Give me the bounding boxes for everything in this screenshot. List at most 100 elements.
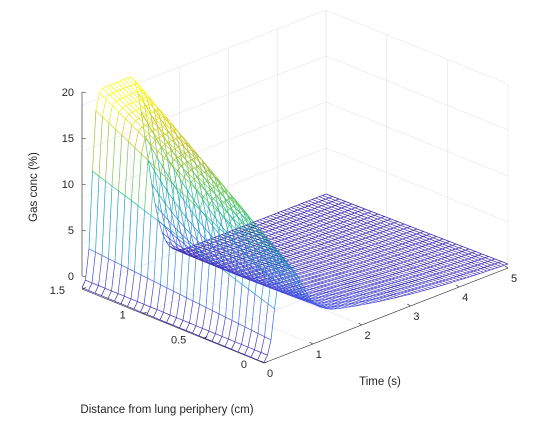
mesh-line-distance	[134, 302, 138, 310]
mesh-line-time	[360, 263, 367, 265]
mesh-line-time	[324, 282, 331, 284]
mesh-line-distance	[379, 242, 382, 243]
mesh-line-time	[428, 285, 435, 287]
mesh-line-distance	[432, 247, 436, 248]
mesh-line-time	[219, 314, 226, 317]
mesh-line-distance	[309, 229, 313, 230]
mesh-line-time	[182, 136, 189, 143]
mesh-line-distance	[165, 133, 169, 135]
mesh-line-distance	[96, 93, 100, 111]
mesh-line-distance	[82, 280, 86, 288]
mesh-line-time	[278, 242, 285, 244]
mesh-line-distance	[206, 260, 210, 308]
mesh-line-distance	[299, 233, 303, 234]
mesh-line-time	[193, 301, 200, 304]
mesh-line-distance	[365, 242, 369, 243]
mesh-line-distance	[183, 298, 187, 321]
mesh-line-time	[342, 242, 349, 244]
mesh-line-time	[350, 290, 357, 292]
mesh-line-time	[424, 265, 431, 267]
mesh-line-time	[325, 204, 332, 207]
mesh-line-distance	[284, 209, 288, 210]
mesh-line-time	[399, 272, 406, 274]
mesh-line-time	[358, 281, 365, 283]
mesh-line-time	[449, 251, 456, 254]
mesh-line-distance	[296, 229, 299, 230]
mesh-line-time	[357, 260, 364, 262]
mesh-line-distance	[311, 208, 315, 209]
mesh-line-time	[276, 228, 283, 230]
mesh-line-time	[396, 237, 403, 240]
mesh-line-time	[297, 215, 304, 217]
mesh-line-time	[419, 248, 426, 251]
mesh-line-time	[335, 211, 342, 213]
mesh-line-time	[416, 276, 423, 278]
mesh-line-time	[426, 245, 433, 248]
mesh-line-time	[281, 212, 288, 214]
mesh-line-time	[400, 235, 407, 237]
mesh-line-time	[311, 278, 318, 280]
mesh-line-time	[488, 261, 495, 264]
mesh-line-time	[301, 247, 308, 249]
mesh-line-time	[317, 288, 324, 290]
mesh-line-time	[382, 273, 389, 275]
mesh-line-time	[299, 265, 306, 267]
mesh-line-time	[449, 247, 456, 250]
mesh-line-time	[228, 232, 235, 234]
mesh-line-distance	[117, 81, 120, 82]
mesh-line-distance	[312, 198, 315, 199]
mesh-line-distance	[426, 239, 430, 240]
mesh-line-time	[341, 251, 348, 253]
mesh-line-distance	[151, 166, 154, 215]
mesh-line-distance	[430, 238, 434, 239]
mesh-line-time	[119, 191, 126, 196]
mesh-line-distance	[467, 267, 471, 268]
mesh-line-time	[138, 132, 145, 139]
mesh-line-time	[157, 310, 164, 313]
mesh-line-distance	[454, 267, 458, 268]
mesh-line-time	[378, 279, 385, 281]
mesh-line-distance	[438, 254, 442, 255]
mesh-line-time	[379, 270, 386, 272]
mesh-line-time	[389, 276, 396, 278]
mesh-line-distance	[487, 270, 491, 271]
mesh-line-time	[284, 215, 291, 217]
mesh-line-time	[291, 213, 298, 215]
mesh-line-distance	[222, 317, 226, 336]
mesh-line-time	[367, 286, 374, 288]
mesh-line-time	[340, 289, 347, 291]
mesh-line-distance	[123, 96, 127, 97]
mesh-line-distance	[484, 271, 488, 272]
mesh-line-time	[423, 269, 430, 271]
mesh-line-time	[277, 246, 284, 248]
mesh-line-distance	[446, 242, 450, 243]
mesh-line-distance	[119, 108, 123, 112]
mesh-line-time	[348, 244, 355, 246]
mesh-line-time	[371, 281, 378, 283]
mesh-line-time	[437, 265, 444, 267]
mesh-line-distance	[325, 237, 329, 238]
mesh-line-distance	[319, 201, 322, 202]
mesh-line-time	[399, 245, 406, 247]
mesh-line-time	[368, 282, 375, 284]
mesh-line-time	[376, 271, 383, 273]
mesh-line-time	[347, 254, 354, 256]
mesh-line-time	[371, 255, 378, 257]
mesh-line-time	[145, 211, 152, 216]
mesh-line-time	[298, 244, 305, 246]
mesh-line-time	[316, 264, 323, 266]
mesh-line-time	[280, 217, 287, 219]
mesh-line-distance	[145, 160, 148, 210]
mesh-line-time	[302, 273, 309, 275]
mesh-line-time	[340, 223, 347, 225]
mesh-line-time	[338, 243, 345, 245]
mesh-line-time	[344, 222, 351, 224]
mesh-line-distance	[300, 218, 304, 219]
mesh-line-distance	[229, 320, 233, 339]
mesh-line-distance	[262, 227, 266, 228]
y-tick-label: 1.5	[50, 285, 65, 297]
mesh-line-time	[296, 230, 303, 232]
mesh-line-time	[96, 111, 103, 117]
mesh-line-time	[337, 257, 344, 259]
mesh-line-distance	[353, 227, 357, 228]
